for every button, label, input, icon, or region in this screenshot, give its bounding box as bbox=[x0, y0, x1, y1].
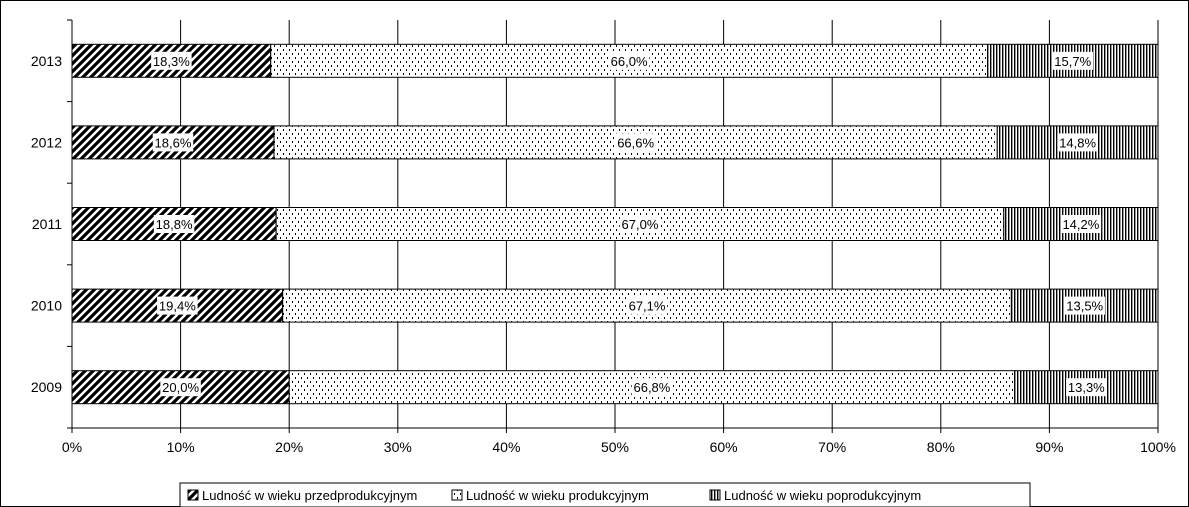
data-label: 14,2% bbox=[1062, 217, 1099, 232]
data-label-bg bbox=[619, 215, 661, 233]
legend-swatch bbox=[709, 489, 721, 501]
data-label: 19,4% bbox=[159, 299, 196, 314]
x-tick-label: 80% bbox=[927, 439, 955, 455]
data-label-bg bbox=[1057, 133, 1098, 152]
x-tick-label: 100% bbox=[1140, 439, 1176, 455]
data-label-bg bbox=[631, 378, 673, 397]
legend-label: Ludność w wieku poprodukcyjnym bbox=[724, 488, 921, 503]
data-label: 20,0% bbox=[162, 380, 199, 395]
x-tick-label: 70% bbox=[818, 439, 846, 455]
data-label: 13,5% bbox=[1066, 299, 1103, 314]
data-label: 66,6% bbox=[617, 135, 654, 150]
x-tick-label: 60% bbox=[710, 439, 738, 455]
data-label-bg bbox=[157, 296, 198, 315]
data-label-bg bbox=[626, 296, 668, 315]
data-label-bg bbox=[608, 51, 650, 70]
data-label-bg bbox=[615, 133, 656, 152]
x-tick-label: 90% bbox=[1035, 439, 1063, 455]
data-label: 67,1% bbox=[629, 299, 666, 314]
legend-label: Ludność w wieku przedprodukcyjnym bbox=[202, 488, 417, 503]
legend-swatch bbox=[451, 489, 463, 501]
data-label-bg bbox=[160, 378, 201, 397]
legend-box bbox=[179, 482, 1031, 507]
data-label: 18,3% bbox=[153, 54, 190, 69]
data-label: 14,8% bbox=[1059, 135, 1096, 150]
data-label: 18,8% bbox=[156, 217, 193, 232]
y-tick-label: 2009 bbox=[31, 379, 62, 395]
y-tick-label: 2010 bbox=[31, 298, 62, 314]
data-label-bg bbox=[1066, 378, 1107, 397]
legend: Ludność w wieku przedprodukcyjnym Ludność… bbox=[179, 482, 1031, 507]
data-label-bg bbox=[152, 133, 194, 152]
legend-label: Ludność w wieku produkcyjnym bbox=[466, 488, 649, 503]
data-label: 13,3% bbox=[1068, 380, 1105, 395]
x-tick-label: 30% bbox=[384, 439, 412, 455]
x-tick-label: 0% bbox=[62, 439, 82, 455]
data-label: 67,0% bbox=[622, 217, 659, 232]
x-tick-label: 20% bbox=[275, 439, 303, 455]
data-label-bg bbox=[1064, 296, 1105, 315]
data-label-bg bbox=[1052, 51, 1093, 70]
data-labels-layer: 18,3% 66,0% 15,7% 18,6% 66,6% 14,8% 18,8% 67,0%… bbox=[151, 51, 1107, 397]
legend-swatch bbox=[187, 489, 199, 501]
data-label-bg bbox=[151, 51, 192, 70]
data-label-bg bbox=[1060, 215, 1102, 233]
x-tick-label: 50% bbox=[601, 439, 629, 455]
data-label: 18,6% bbox=[155, 135, 192, 150]
data-label: 66,8% bbox=[633, 380, 670, 395]
x-tick-label: 40% bbox=[492, 439, 520, 455]
data-label: 66,0% bbox=[611, 54, 648, 69]
y-tick-label: 2011 bbox=[32, 216, 62, 232]
y-tick-label: 2013 bbox=[31, 53, 62, 69]
y-tick-label: 2012 bbox=[31, 134, 62, 150]
axis-layer: 0% 10% 20% 30% 40% 50% 60% 70% 80% 90% 100% 2013 201… bbox=[31, 19, 1176, 455]
x-tick-label: 10% bbox=[167, 439, 195, 455]
data-label: 15,7% bbox=[1054, 54, 1091, 69]
data-label-bg bbox=[153, 215, 195, 233]
